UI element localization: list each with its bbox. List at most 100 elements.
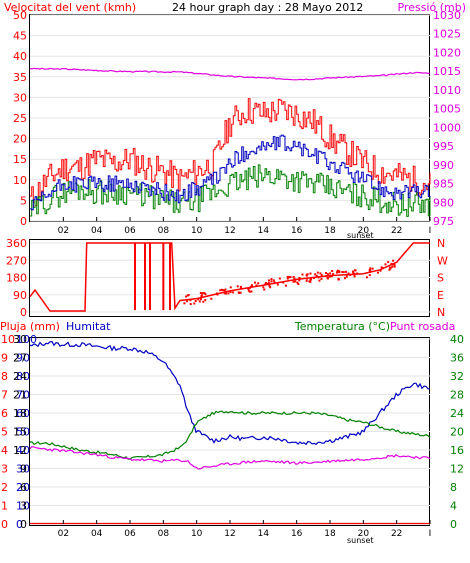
- wind-direction-point-130: [297, 283, 300, 286]
- wind-direction-point-159: [292, 280, 295, 283]
- wind-direction-point-158: [337, 278, 340, 281]
- wind-direction-point-76: [368, 274, 371, 277]
- wind-direction-point-95: [354, 269, 357, 272]
- top-xtick-1: 04: [91, 226, 103, 236]
- tick-temp-1: 4: [450, 500, 457, 513]
- wind-direction-point-146: [388, 268, 391, 271]
- tick-wind-8: 40: [13, 50, 27, 63]
- tick-wind-3: 15: [13, 153, 27, 166]
- wind-direction-point-128: [332, 273, 335, 276]
- wind-direction-point-154: [345, 275, 348, 278]
- wind-direction-avg-line: [30, 164, 431, 217]
- wind-direction-point-156: [216, 293, 219, 296]
- wind-direction-point-60: [338, 270, 341, 273]
- tick-humidity-0: 0: [16, 518, 23, 531]
- wind-direction-point-98: [294, 280, 297, 283]
- tick-wind-6: 30: [13, 91, 27, 104]
- tick-rain-3: 3: [1, 463, 8, 476]
- wind-direction-point-73: [317, 276, 320, 279]
- wind-direction-point-45: [305, 279, 308, 282]
- wind-direction-point-150: [347, 272, 350, 275]
- wind-direction-point-66: [255, 284, 258, 287]
- wind-direction-point-111: [353, 272, 356, 275]
- dir-letter-0: N: [437, 237, 445, 250]
- tick-rain-9: 9: [1, 352, 8, 365]
- tick-wind-5: 25: [13, 112, 27, 125]
- wind-direction-point-157: [342, 271, 345, 274]
- wind-direction-point-153: [331, 270, 334, 273]
- wind-direction-point-133: [238, 291, 241, 294]
- wind-direction-point-119: [276, 283, 279, 286]
- wind-direction-point-103: [305, 277, 308, 280]
- dir-letter-2: S: [437, 272, 444, 285]
- wind-direction-point-23: [248, 287, 251, 290]
- wind-direction-point-37: [341, 271, 344, 274]
- tick-pressure-10: 1025: [433, 28, 461, 41]
- wind-direction-point-118: [369, 269, 372, 272]
- wind-direction-point-5: [204, 293, 207, 296]
- wind-direction-point-116: [326, 276, 329, 279]
- wind-direction-point-67: [353, 275, 356, 278]
- wind-direction-point-25: [236, 285, 239, 288]
- wind-direction-point-4: [391, 263, 394, 266]
- wind-direction-point-75: [224, 288, 227, 291]
- wind-direction-point-28: [247, 289, 250, 292]
- tick-wind-4: 20: [13, 133, 27, 146]
- bottom-xtick-2: 06: [124, 529, 136, 539]
- dir-letter-1: W: [437, 254, 448, 267]
- wind-direction-point-22: [223, 292, 226, 295]
- tick-humidity-7: 70: [16, 389, 30, 402]
- wind-direction-point-135: [326, 273, 329, 276]
- tick-temp-8: 32: [450, 370, 464, 383]
- tick-temp-10: 40: [450, 333, 464, 346]
- wind-direction-point-82: [320, 274, 323, 277]
- tick-inner-4: 12: [13, 444, 27, 457]
- tick-wind-9: 45: [13, 30, 27, 43]
- wind-direction-point-43: [200, 294, 203, 297]
- top-xtick-6: 14: [258, 226, 270, 236]
- dewpoint-axis-title: Punt rosada: [390, 320, 455, 333]
- wind-direction-point-112: [248, 290, 251, 293]
- wind-direction-point-117: [250, 290, 253, 293]
- wind-direction-point-50: [288, 276, 291, 279]
- wind-direction-point-88: [336, 269, 339, 272]
- wind-direction-point-100: [272, 279, 275, 282]
- wind-direction-point-21: [356, 272, 359, 275]
- wind-direction-point-38: [266, 282, 269, 285]
- wind-direction-point-132: [186, 294, 189, 297]
- chart-title: 24 hour graph day : 28 Mayo 2012: [172, 1, 363, 14]
- wind-direction-point-64: [296, 281, 299, 284]
- wind-direction-point-14: [343, 277, 346, 280]
- wind-direction-point-113: [253, 281, 256, 284]
- wind-direction-point-79: [345, 273, 348, 276]
- tick-temp-6: 24: [450, 407, 464, 420]
- wind-direction-point-152: [391, 265, 394, 268]
- wind-direction-point-151: [202, 300, 205, 303]
- bottom-xtick-0: 02: [58, 529, 69, 539]
- tick-pressure-0: 975: [433, 215, 454, 228]
- wind-direction-point-109: [221, 289, 224, 292]
- dir-letter-4: N: [437, 306, 445, 319]
- wind-direction-point-55: [257, 282, 260, 285]
- wind-direction-point-47: [267, 281, 270, 284]
- tick-rain-0: 0: [1, 518, 8, 531]
- tick-inner-6: 18: [13, 407, 27, 420]
- wind-direction-point-65: [215, 292, 218, 295]
- tick-rain-2: 2: [1, 481, 8, 494]
- pressure-line: [29, 67, 431, 81]
- top-xtick-11: I: [429, 226, 432, 236]
- wind-direction-point-35: [262, 286, 265, 289]
- tick-humidity-5: 50: [16, 426, 30, 439]
- wind-direction-point-30: [198, 300, 201, 303]
- tick-temp-4: 16: [450, 444, 464, 457]
- tick-wind-7: 35: [13, 71, 27, 84]
- tick-pressure-9: 1020: [433, 46, 461, 59]
- bottom-xtick-8: 18: [324, 529, 336, 539]
- wind-direction-point-1: [292, 275, 295, 278]
- tick-temp-5: 20: [450, 426, 464, 439]
- sunset-marker-bottom: sunset: [347, 536, 374, 545]
- wind-speed-axis-title: Velocitat del vent (kmh): [4, 1, 136, 14]
- tick-dir-2: 180: [6, 272, 27, 285]
